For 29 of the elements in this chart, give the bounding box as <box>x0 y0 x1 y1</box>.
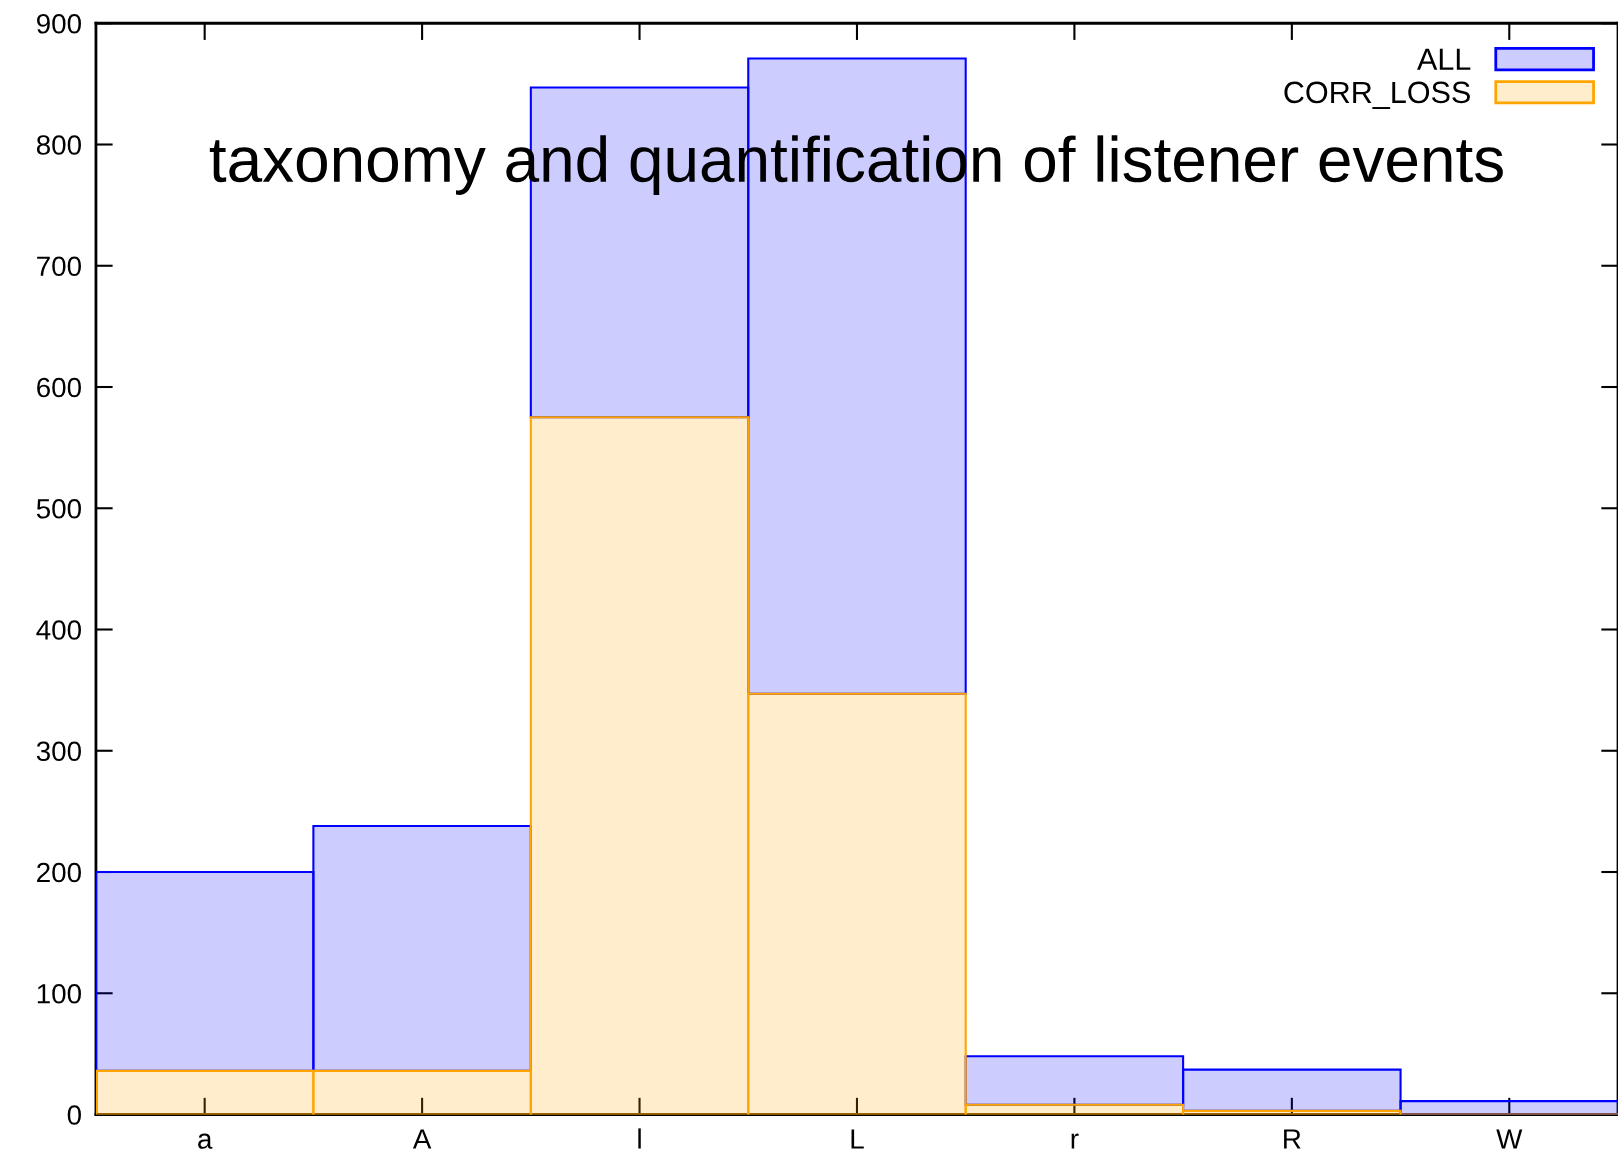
y-tick-label: 200 <box>37 862 81 883</box>
legend-label: CORR_LOSS <box>1284 81 1470 109</box>
bar <box>312 824 532 1072</box>
y-tick-label: 500 <box>36 498 81 519</box>
x-tick-label: A <box>412 1129 432 1149</box>
x-tick-label: a <box>198 1133 213 1149</box>
bar <box>312 1069 532 1115</box>
bar <box>1399 1100 1618 1115</box>
y-tick-label: 300 <box>36 741 81 762</box>
bar <box>95 1069 315 1115</box>
y-tick-label: 100 <box>37 983 81 1004</box>
x-tick-label: R <box>1284 1129 1301 1149</box>
bar <box>964 1055 1185 1106</box>
x-tick-label: l <box>638 1128 641 1149</box>
y-tick-label: 900 <box>37 13 81 34</box>
y-tick-label: 800 <box>36 135 81 155</box>
bar <box>529 416 750 1115</box>
bar <box>747 692 967 1115</box>
bar <box>964 1103 1185 1115</box>
y-tick-label: 700 <box>37 256 81 277</box>
bar <box>95 870 315 1072</box>
y-tick-label: 400 <box>36 620 81 640</box>
legend-label: ALL <box>1417 48 1471 70</box>
x-tick-label: r <box>1071 1133 1079 1149</box>
y-tick-label: 0 <box>67 1105 81 1125</box>
x-tick-label: L <box>851 1129 864 1149</box>
y-tick-label: 600 <box>37 377 81 398</box>
bar <box>1182 1068 1402 1112</box>
x-tick-label: W <box>1496 1129 1523 1149</box>
